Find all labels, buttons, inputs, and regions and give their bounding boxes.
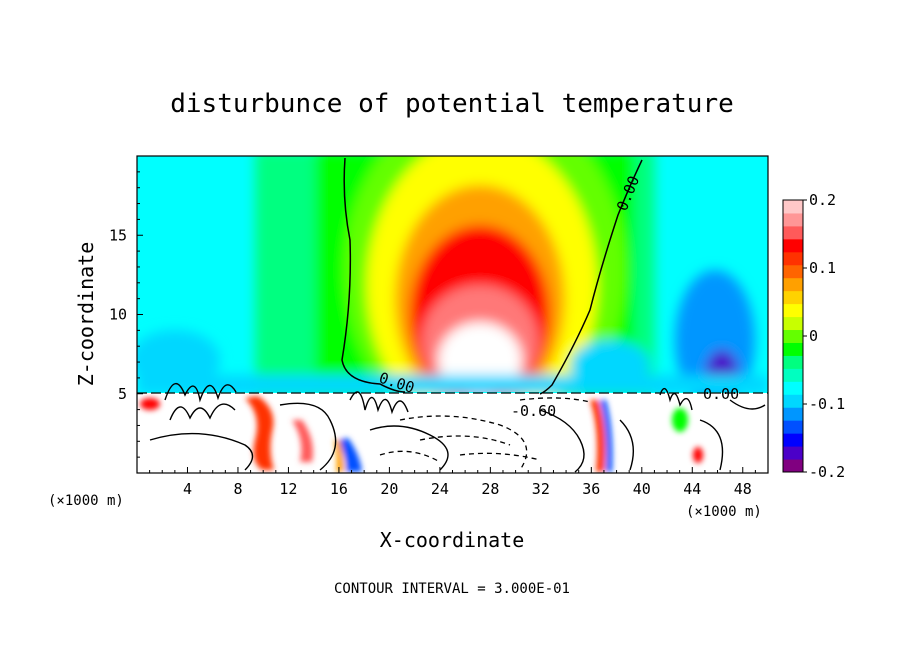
orange-plume	[334, 440, 344, 472]
y-axis-label: Z-coordinate	[74, 242, 98, 387]
x-tick-label: 12	[279, 480, 297, 498]
x-tick-label: 24	[431, 480, 449, 498]
colorbar-swatch	[783, 355, 803, 369]
contour-lines-lower	[149, 383, 766, 473]
colorbar-swatch	[783, 446, 803, 460]
red-band-mid	[292, 420, 313, 462]
y-tick-label: 15	[109, 226, 127, 244]
colorbar-swatch	[783, 368, 803, 382]
y-axis-ticks: 5 10 15	[109, 171, 143, 458]
colorbar-swatch	[783, 200, 803, 214]
colorbar-swatch	[783, 238, 803, 253]
field-white	[438, 322, 522, 392]
colorbar-tick-label: -0.1	[809, 395, 845, 413]
colorbar: 0.2 0.1 0 -0.1 -0.2	[783, 191, 845, 481]
colorbar-swatch	[783, 303, 803, 318]
colorbar-swatch	[783, 459, 803, 473]
red-band-left	[245, 396, 274, 470]
chart-title: disturbunce of potential temperature	[170, 89, 734, 119]
right-green-spot	[672, 408, 688, 432]
colorbar-tick-label: 0	[809, 327, 818, 345]
x-tick-label: 20	[380, 480, 398, 498]
colorbar-tick-label: -0.2	[809, 463, 845, 481]
lower-region	[137, 393, 768, 473]
colorbar-swatch	[783, 212, 803, 227]
contour-label-neg: -0.60	[511, 402, 556, 420]
colorbar-swatch	[783, 264, 803, 279]
x-tick-label: 4	[183, 480, 192, 498]
x-axis-label: X-coordinate	[380, 528, 525, 552]
colorbar-swatch	[783, 225, 803, 240]
red-edge-right	[590, 400, 606, 472]
y-tick-label: 5	[118, 385, 127, 403]
contour-zero-right	[539, 159, 643, 395]
x-tick-label: 40	[633, 480, 651, 498]
colorbar-swatch	[783, 342, 803, 356]
x-tick-label: 48	[734, 480, 752, 498]
colorbar-swatch	[783, 251, 803, 266]
blue-edge-right	[600, 400, 613, 472]
x-tick-label: 8	[233, 480, 242, 498]
x-tick-label: 36	[582, 480, 600, 498]
colorbar-swatch	[783, 277, 803, 292]
colorbar-tick-label: 0.2	[809, 191, 836, 209]
right-red-spot	[693, 447, 703, 463]
x-tick-label: 44	[683, 480, 701, 498]
footer-note: CONTOUR INTERVAL = 3.000E-01	[334, 581, 570, 597]
colorbar-frame	[782, 199, 804, 473]
left-red-spot	[140, 398, 160, 410]
x-tick-label: 32	[532, 480, 550, 498]
x-tick-label: 16	[330, 480, 348, 498]
contour-label-right: 0.00	[703, 385, 739, 403]
contour-zero-left	[341, 157, 406, 393]
colorbar-swatch	[783, 407, 803, 421]
colorbar-swatch	[783, 316, 803, 331]
colorbar-tick-label: 0.1	[809, 259, 836, 277]
colorbar-swatch	[783, 394, 803, 408]
x-unit-left: (×1000 m)	[48, 493, 124, 509]
blue-plume	[338, 438, 362, 472]
y-tick-label: 10	[109, 306, 127, 324]
colorbar-swatch	[783, 290, 803, 305]
colorbar-swatch	[783, 420, 803, 434]
colorbar-swatch	[783, 381, 803, 395]
plot-area	[137, 156, 768, 473]
contour-lines-dashed	[379, 397, 591, 471]
colorbar-swatch	[783, 329, 803, 343]
x-unit-right: (×1000 m)	[686, 504, 762, 520]
field-blue-left	[137, 330, 220, 390]
colorbar-swatch	[783, 433, 803, 447]
x-tick-label: 28	[481, 480, 499, 498]
field-low-band	[137, 375, 768, 392]
x-axis-ticks: 4 8 12 16 20 24 28 32 36 40 44 48	[149, 467, 756, 498]
